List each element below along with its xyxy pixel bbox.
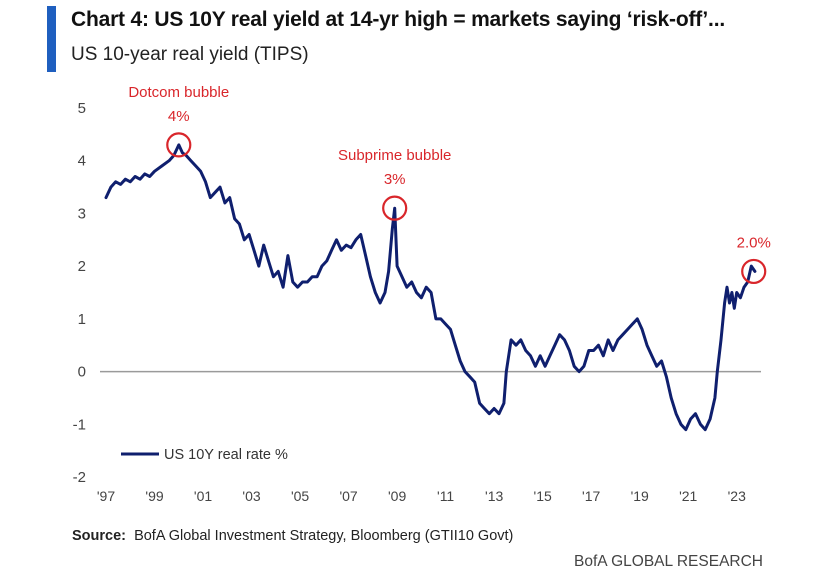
source-label: Source: xyxy=(72,528,126,544)
x-tick-label: '09 xyxy=(388,488,406,504)
chart-subtitle: US 10-year real yield (TIPS) xyxy=(71,44,309,65)
y-tick-label: 3 xyxy=(78,205,86,222)
annotation-circle xyxy=(741,258,767,285)
y-tick-label: 5 xyxy=(78,100,86,117)
x-tick-label: '17 xyxy=(582,488,600,504)
x-tick-label: '21 xyxy=(679,488,697,504)
annotation-value: 4% xyxy=(168,108,190,125)
y-tick-label: -2 xyxy=(73,469,86,486)
y-tick-label: 1 xyxy=(78,311,86,328)
title-accent-bar xyxy=(47,6,56,72)
annotation-value: 3% xyxy=(384,171,406,188)
annotation-label: Dotcom bubble xyxy=(128,84,229,101)
annotation-circle xyxy=(166,132,192,158)
x-tick-label: '11 xyxy=(437,488,454,504)
x-tick-label: '07 xyxy=(339,488,357,504)
x-tick-label: '23 xyxy=(728,488,746,504)
source-note: Source: BofA Global Investment Strategy,… xyxy=(72,528,513,544)
x-tick-label: '13 xyxy=(485,488,503,504)
x-tick-label: '99 xyxy=(145,488,163,504)
y-tick-label: 2 xyxy=(78,258,86,275)
legend-label: US 10Y real rate % xyxy=(164,447,288,463)
annotation-label: Subprime bubble xyxy=(338,147,451,164)
x-tick-label: '05 xyxy=(291,488,309,504)
x-tick-label: '15 xyxy=(534,488,552,504)
chart-title: Chart 4: US 10Y real yield at 14-yr high… xyxy=(71,8,725,31)
y-tick-label: -1 xyxy=(73,416,86,433)
x-tick-label: '19 xyxy=(631,488,649,504)
x-tick-label: '01 xyxy=(194,488,212,504)
annotation-circle xyxy=(382,195,408,221)
x-tick-label: '03 xyxy=(242,488,260,504)
y-tick-label: 0 xyxy=(78,364,86,381)
series-line xyxy=(104,143,757,432)
annotation-value: 2.0% xyxy=(737,234,771,251)
x-tick-label: '97 xyxy=(97,488,115,504)
source-text: BofA Global Investment Strategy, Bloombe… xyxy=(134,528,514,544)
brand-label: BofA GLOBAL RESEARCH xyxy=(574,553,763,570)
y-tick-label: 4 xyxy=(78,153,86,170)
